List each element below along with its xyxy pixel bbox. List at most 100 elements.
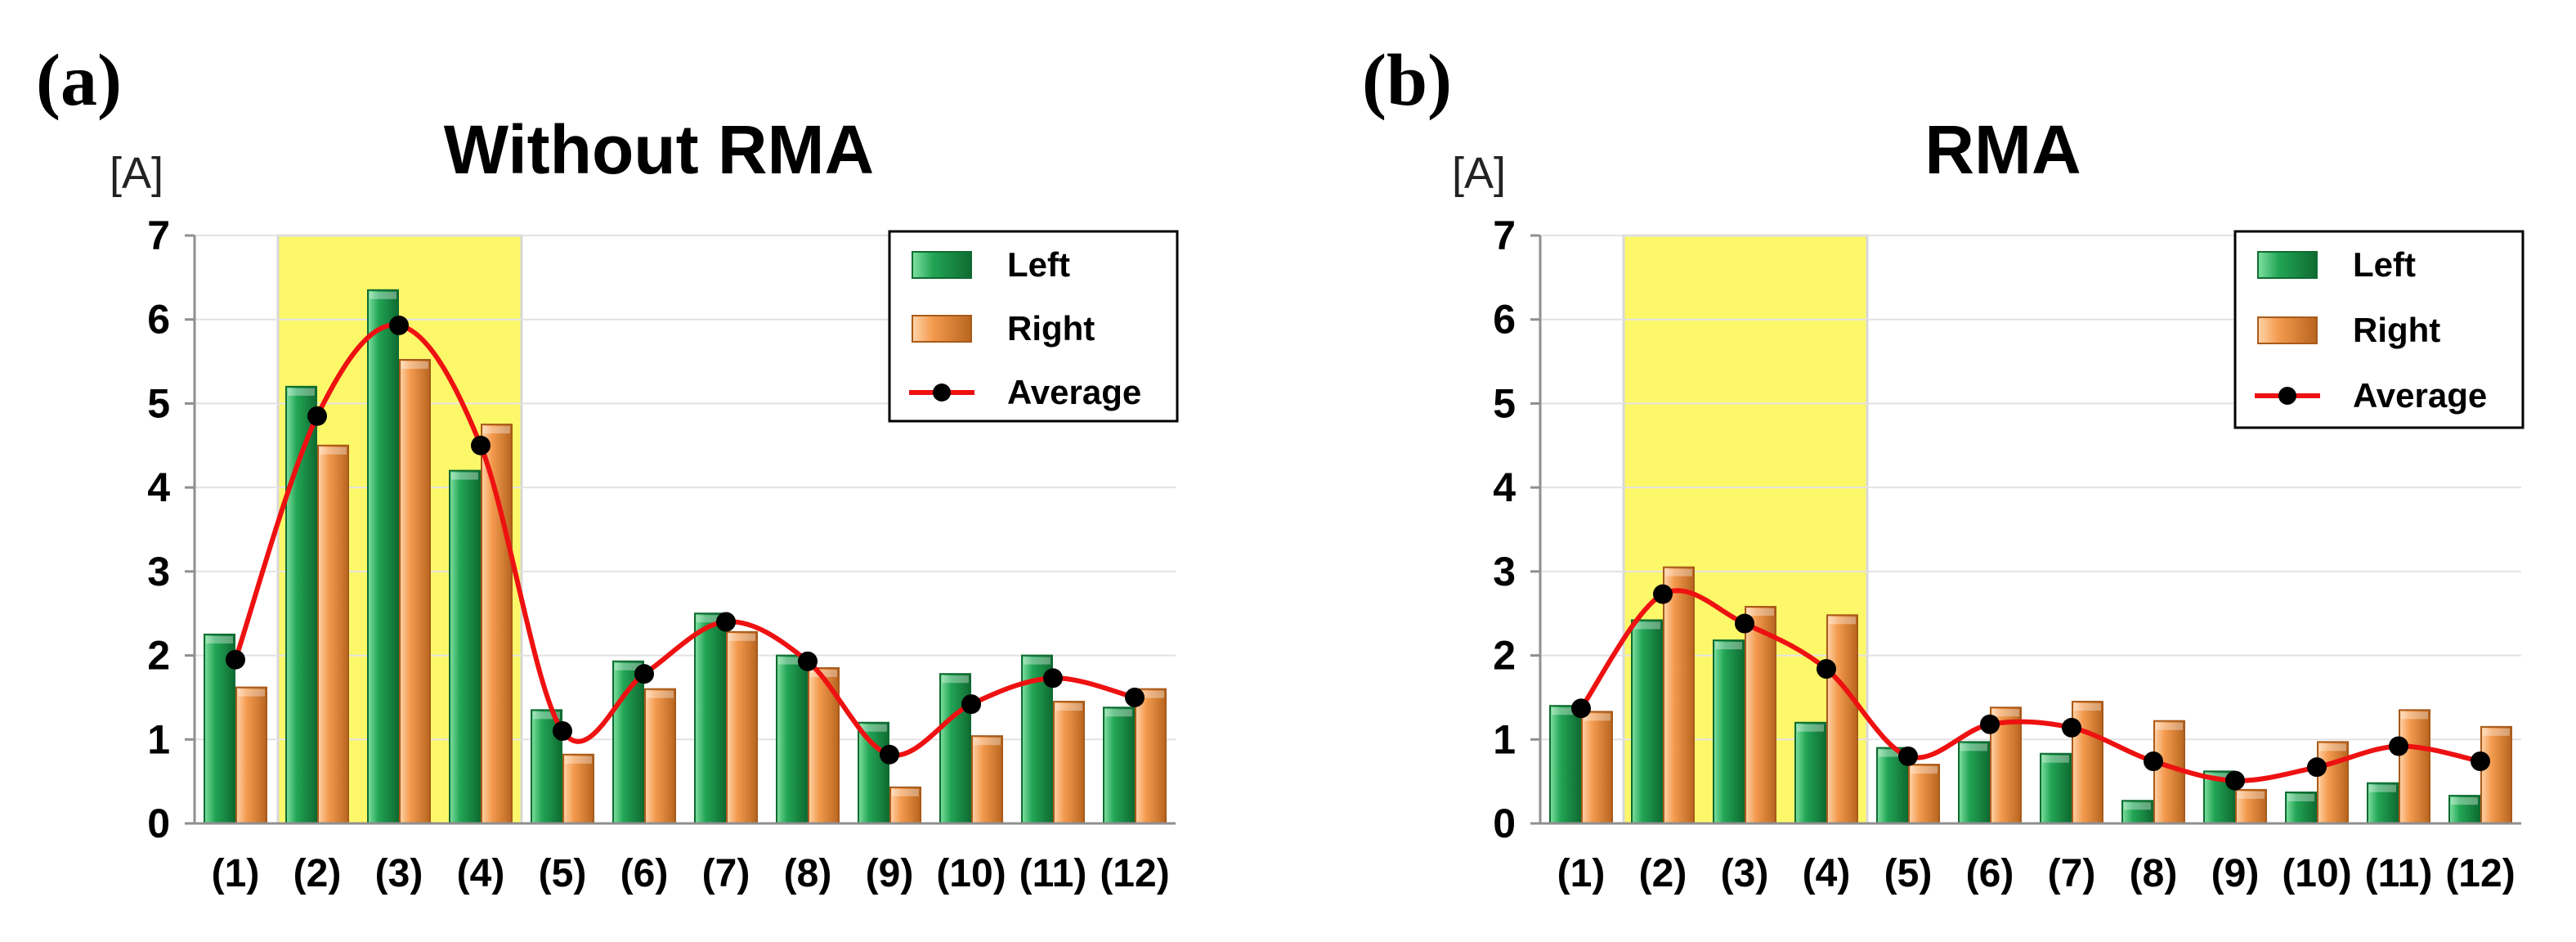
bar-right-bevel	[401, 361, 428, 370]
x-tick-label: (12)	[1100, 852, 1169, 895]
x-tick-label: (9)	[866, 852, 914, 895]
bar-right-bevel	[2319, 743, 2346, 751]
y-unit-label-a: [A]	[110, 149, 164, 198]
bar-right-bevel	[1055, 703, 1082, 711]
bar-right	[1053, 701, 1085, 824]
bar-right-bevel	[1584, 713, 1611, 721]
y-tick-label: 2	[147, 633, 170, 679]
bar-right-bevel	[2156, 722, 2183, 730]
y-tick-label: 1	[1493, 716, 1516, 762]
bar-right-bevel	[1911, 766, 1938, 774]
average-point	[2471, 751, 2490, 771]
bar-right-bevel	[1665, 568, 1692, 576]
bar-right-bevel	[1137, 690, 1164, 698]
bar-right-bevel	[2401, 711, 2428, 720]
bar-right	[726, 630, 758, 824]
bar-left-bevel	[206, 635, 233, 644]
bar-right-bevel	[728, 633, 755, 641]
legend-marker-average	[933, 384, 951, 401]
bar-right	[399, 359, 431, 824]
bar-right-bevel	[1829, 617, 1856, 625]
panel-a: (a) Without RMA [A] 0 1 2 3 4 5 6 7 (1) (2) (3) (4)…	[36, 40, 1179, 895]
bar-left-bevel	[615, 662, 642, 671]
bar-left-bevel	[860, 724, 887, 732]
bar-left-bevel	[1715, 642, 1742, 650]
bar-left	[694, 612, 726, 824]
x-tick-label: (10)	[936, 852, 1006, 895]
x-tick-label: (7)	[702, 852, 750, 895]
bar-right	[317, 444, 349, 824]
bar-right	[235, 686, 267, 824]
bar-left	[1631, 619, 1663, 825]
bar-right-bevel	[238, 689, 265, 697]
bar-right	[889, 786, 921, 825]
bar-right	[1135, 688, 1167, 825]
x-tick-label: (11)	[2365, 852, 2433, 895]
x-tick-label: (1)	[212, 852, 260, 895]
bar-right-bevel	[810, 669, 837, 677]
panel-label-a: (a)	[36, 40, 122, 121]
legend-marker-average	[2278, 387, 2296, 405]
legend-label-average: Average	[2353, 376, 2487, 415]
x-tick-label: (1)	[1557, 852, 1606, 895]
x-tick-label: (8)	[2130, 852, 2178, 895]
bar-left-bevel	[1797, 724, 1824, 732]
bar-right-bevel	[647, 690, 674, 698]
bar-left-bevel	[2124, 802, 2151, 810]
y-tick-label: 4	[147, 464, 170, 510]
bar-right	[2480, 725, 2512, 825]
bar-left-bevel	[2287, 793, 2314, 801]
bar-right	[481, 424, 513, 824]
y-tick-label: 5	[1493, 380, 1516, 426]
x-tick-label: (11)	[1019, 852, 1087, 895]
bar-left-bevel	[697, 615, 724, 623]
bar-right	[1581, 711, 1613, 825]
x-tick-label: (5)	[539, 852, 587, 895]
average-point	[1571, 698, 1591, 719]
bar-right	[1745, 605, 1776, 824]
bar-left-bevel	[942, 675, 969, 684]
bar-left-bevel	[288, 388, 315, 396]
bar-left	[1713, 639, 1745, 825]
legend-swatch-right	[912, 315, 972, 343]
bar-left-bevel	[451, 472, 478, 480]
y-tick-label: 5	[147, 380, 170, 426]
bar-left	[2285, 791, 2317, 825]
legend-label-average: Average	[1007, 373, 1141, 411]
bar-right	[2235, 788, 2267, 825]
bar-left	[1103, 706, 1135, 824]
bar-left-bevel	[778, 657, 805, 665]
bar-right	[1663, 566, 1695, 824]
bar-left-bevel	[1024, 657, 1051, 665]
bar-left	[367, 289, 399, 824]
bar-left-bevel	[2042, 755, 2069, 763]
x-tick-label: (8)	[784, 852, 832, 895]
bar-left-bevel	[1960, 743, 1987, 751]
bar-right-bevel	[1992, 709, 2019, 717]
x-tick-label: (10)	[2282, 852, 2351, 895]
x-tick-label: (2)	[1639, 852, 1687, 895]
bar-right-bevel	[2238, 791, 2265, 799]
y-tick-label: 0	[147, 801, 170, 846]
bar-right	[1908, 764, 1940, 824]
average-point	[1980, 714, 2000, 734]
bar-left-bevel	[370, 291, 396, 299]
bar-right-bevel	[974, 738, 1001, 746]
x-tick-label: (12)	[2445, 852, 2515, 895]
average-point	[1043, 668, 1063, 689]
average-point	[553, 721, 572, 742]
bar-left	[1794, 721, 1826, 824]
x-tick-label: (4)	[457, 852, 505, 895]
legend-a: Left Right Average	[888, 230, 1179, 423]
legend-label-right: Right	[2353, 311, 2440, 349]
y-tick-label: 1	[147, 716, 170, 762]
average-point	[1898, 746, 1918, 766]
bar-left	[776, 654, 808, 824]
bar-right	[2317, 741, 2349, 824]
average-point	[1735, 613, 1754, 634]
bar-left-bevel	[2369, 784, 2396, 792]
x-tick-label: (4)	[1803, 852, 1851, 895]
bar-right	[562, 753, 594, 825]
legend-label-left: Left	[2353, 245, 2416, 284]
bar-right-bevel	[1747, 608, 1774, 616]
